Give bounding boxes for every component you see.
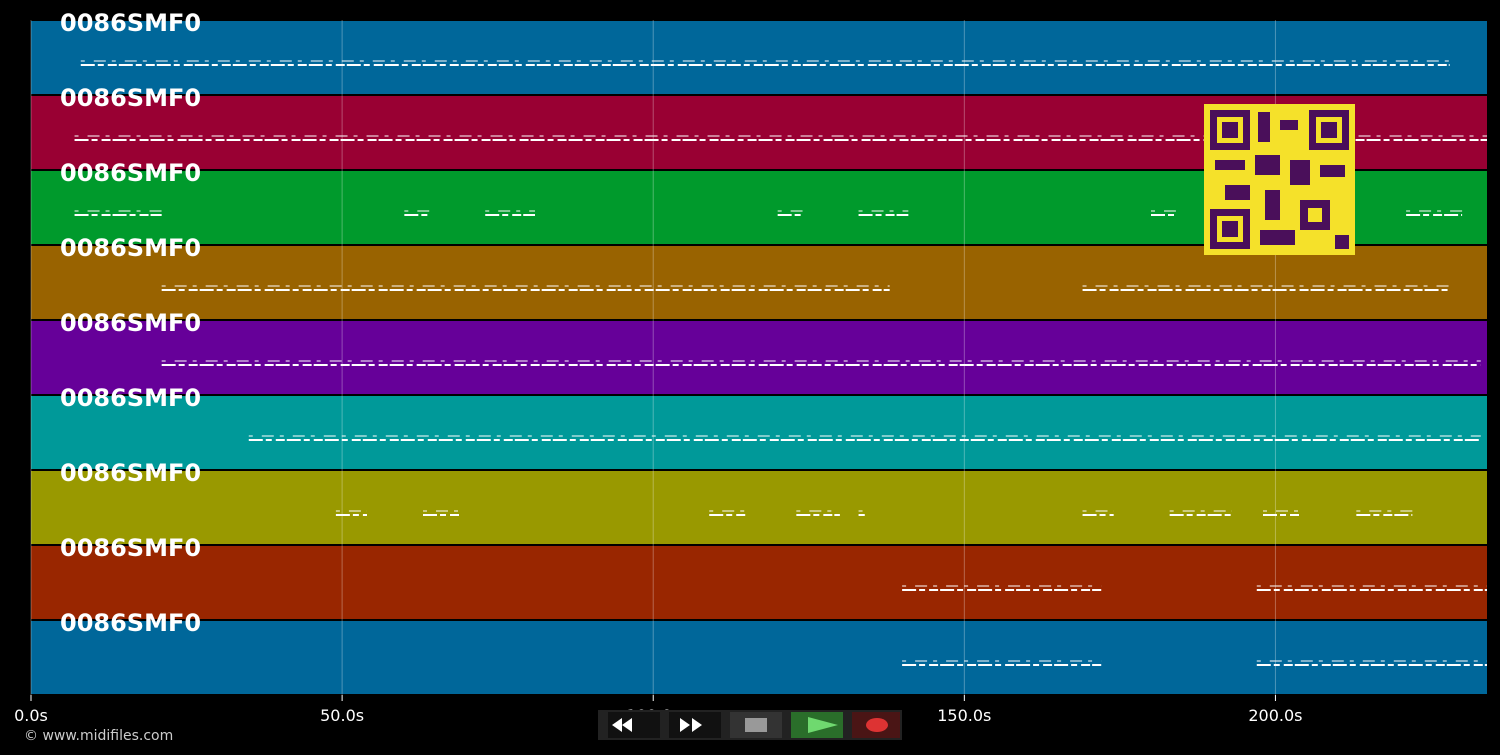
track-band	[31, 546, 1487, 619]
track-band	[31, 471, 1487, 544]
record-icon	[866, 718, 888, 732]
forward-icon	[680, 718, 702, 732]
copyright: © www.midifiles.com	[24, 728, 173, 744]
player-controls	[598, 710, 902, 740]
track-band	[31, 621, 1487, 694]
track-label: 0086SMF0	[60, 534, 201, 562]
track-label: 0086SMF0	[60, 459, 201, 487]
notes	[74, 60, 1487, 666]
track-label: 0086SMF0	[60, 234, 201, 262]
track-band	[31, 396, 1487, 469]
track-band	[31, 21, 1487, 94]
play-icon	[808, 717, 838, 733]
track-band	[31, 246, 1487, 319]
x-tick-label: 0.0s	[14, 706, 48, 725]
stop-icon	[745, 718, 767, 732]
rewind-icon	[612, 718, 632, 732]
x-tick-label: 150.0s	[937, 706, 991, 725]
x-tick-label: 50.0s	[320, 706, 364, 725]
track-label: 0086SMF0	[60, 84, 201, 112]
track-label: 0086SMF0	[60, 609, 201, 637]
track-label: 0086SMF0	[60, 9, 201, 37]
x-tick-label: 200.0s	[1248, 706, 1302, 725]
track-label: 0086SMF0	[60, 309, 201, 337]
track-label: 0086SMF0	[60, 384, 201, 412]
qr-code	[1204, 104, 1355, 255]
track-band	[31, 321, 1487, 394]
track-label: 0086SMF0	[60, 159, 201, 187]
